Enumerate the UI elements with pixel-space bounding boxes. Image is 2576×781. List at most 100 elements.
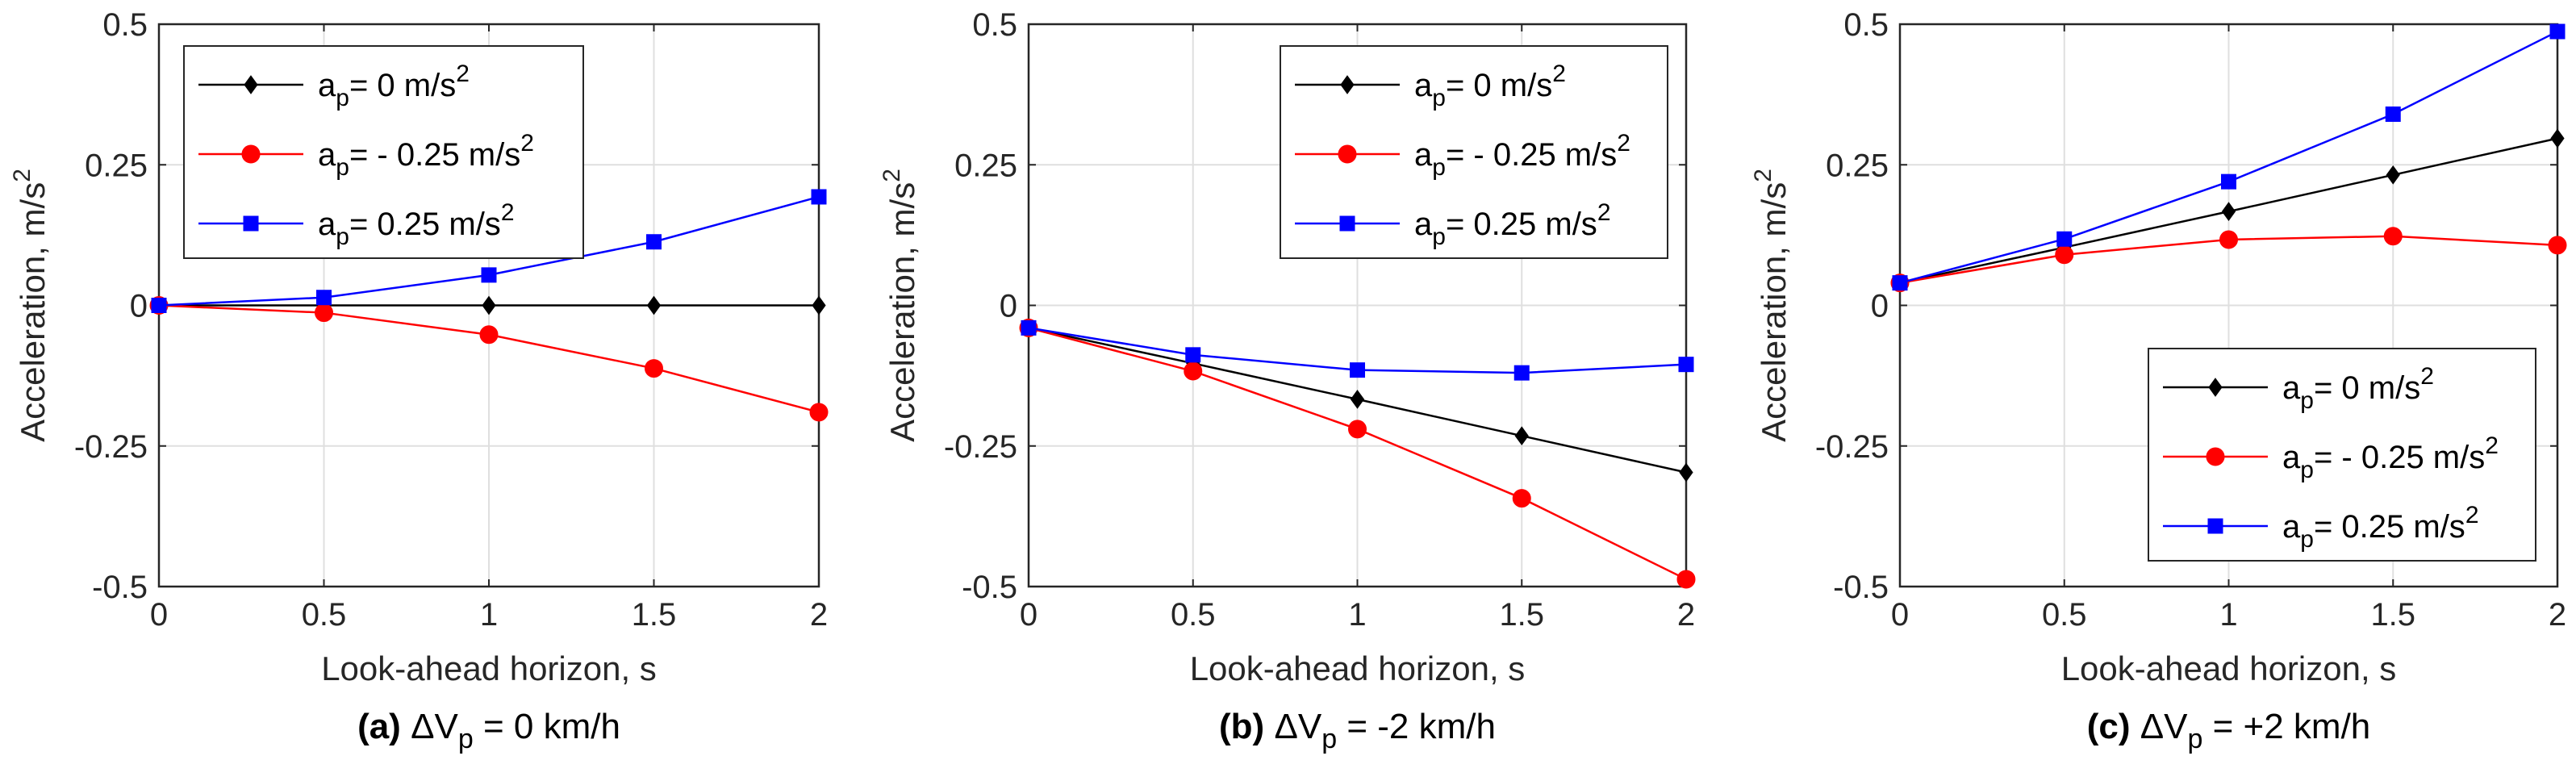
data-point	[316, 290, 332, 306]
legend-entry: ap= - 0.25 m/s2	[318, 130, 534, 181]
series-2	[151, 189, 827, 313]
data-point	[1350, 362, 1365, 378]
data-point	[1513, 365, 1530, 381]
data-point	[1892, 275, 1908, 291]
data-point	[1021, 320, 1037, 336]
y-tick-label: 0.5	[1843, 7, 1889, 43]
legend-entry: ap= - 0.25 m/s2	[1414, 130, 1630, 181]
data-point	[812, 295, 826, 315]
y-tick-label: -0.25	[1815, 429, 1889, 465]
x-tick-label: 1.5	[632, 597, 677, 633]
x-tick-label: 0.5	[1171, 597, 1216, 633]
series-2	[1021, 320, 1694, 381]
data-point	[2386, 165, 2400, 185]
data-point	[1514, 426, 1529, 446]
legend-marker	[2206, 447, 2225, 466]
chart-panel-b: 0 0.5 1 1.5 2 -0.5 -0.25 0 0.25 0.5 Look-ahead hor…	[879, 7, 1696, 754]
data-point	[811, 189, 827, 205]
x-tick-label: 0.5	[302, 597, 347, 633]
data-point	[2385, 106, 2401, 123]
legend-entry: ap= 0 m/s2	[1414, 61, 1566, 111]
y-axis-label: Acceleration, m/s2	[1750, 169, 1793, 442]
legend-entry: ap= 0.25 m/s2	[318, 199, 515, 250]
x-tick-label: 2	[810, 597, 828, 633]
y-tick-label: 0.5	[102, 7, 148, 43]
data-point	[2550, 128, 2565, 148]
legend-marker	[1338, 144, 1357, 164]
panel-caption: (b) ΔVp = -2 km/h	[1219, 707, 1496, 754]
x-tick-label: 1.5	[2370, 597, 2415, 633]
legend-marker	[243, 215, 259, 232]
data-point	[2549, 23, 2566, 40]
y-tick-label: -0.25	[74, 429, 148, 465]
data-point	[482, 295, 496, 315]
x-tick-label: 1	[2219, 597, 2237, 633]
legend-entry: ap= 0 m/s2	[2282, 363, 2434, 414]
chart-panel-c: 0 0.5 1 1.5 2 -0.5 -0.25 0 0.25 0.5 Look-ahead hor…	[1750, 7, 2567, 754]
legend-entry: ap= 0 m/s2	[318, 61, 470, 111]
data-point	[2056, 231, 2073, 247]
series-2	[1892, 23, 2566, 291]
y-tick-label: 0.25	[1826, 148, 1889, 183]
panel-caption: (c) ΔVp = +2 km/h	[2087, 707, 2371, 754]
y-tick-label: 0.25	[85, 148, 148, 183]
data-point	[2221, 202, 2236, 221]
y-tick-label: -0.5	[92, 570, 148, 605]
legend: ap= 0 m/s2 ap= - 0.25 m/s2 ap= 0.25 m/s2	[2148, 348, 2536, 562]
y-tick-label: 0	[1000, 289, 1017, 324]
legend-marker	[1339, 215, 1355, 232]
x-tick-label: 0	[1891, 597, 1909, 633]
y-tick-label: 0.5	[972, 7, 1017, 43]
data-point	[1512, 489, 1531, 508]
data-point	[1184, 361, 1203, 381]
x-axis-label: Look-ahead horizon, s	[321, 649, 657, 687]
x-axis-label: Look-ahead horizon, s	[2061, 649, 2397, 687]
legend-marker	[244, 75, 258, 94]
x-tick-label: 2	[2549, 597, 2566, 633]
y-tick-label: -0.5	[1833, 570, 1889, 605]
chart-panel-a: 0 0.5 1 1.5 2 -0.5 -0.25 0 0.25 0.5 Look-ahead hor…	[9, 7, 829, 754]
data-point	[645, 359, 663, 378]
data-point	[479, 325, 499, 345]
y-tick-label: -0.5	[962, 570, 1017, 605]
data-point	[1350, 390, 1365, 409]
data-point	[151, 298, 167, 313]
data-point	[315, 303, 333, 323]
panel-caption: (a) ΔVp = 0 km/h	[357, 707, 620, 754]
data-point	[1676, 570, 1696, 589]
legend-marker	[241, 144, 261, 164]
data-point	[2548, 236, 2567, 255]
legend: ap= 0 m/s2 ap= - 0.25 m/s2 ap= 0.25 m/s2	[1280, 45, 1668, 259]
legend-entry: ap= - 0.25 m/s2	[2282, 432, 2499, 483]
legend-marker	[2207, 518, 2223, 534]
data-point	[2383, 227, 2403, 246]
x-tick-label: 2	[1677, 597, 1695, 633]
legend: ap= 0 m/s2 ap= - 0.25 m/s2 ap= 0.25 m/s2	[183, 45, 584, 259]
data-point	[481, 267, 497, 283]
x-axis-label: Look-ahead horizon, s	[1190, 649, 1526, 687]
data-point	[1185, 347, 1201, 363]
data-point	[2055, 245, 2074, 265]
x-tick-label: 1.5	[1499, 597, 1544, 633]
legend-marker	[1340, 75, 1355, 94]
legend-entry: ap= 0.25 m/s2	[1414, 199, 1611, 250]
legend-entry: ap= 0.25 m/s2	[2282, 502, 2479, 553]
x-tick-label: 0.5	[2042, 597, 2087, 633]
data-point	[1679, 462, 1693, 482]
data-point	[646, 234, 662, 250]
y-tick-label: 0	[130, 289, 148, 324]
data-point	[1678, 357, 1694, 373]
data-point	[2221, 173, 2236, 190]
legend-marker	[2208, 378, 2223, 397]
x-tick-label: 1	[480, 597, 498, 633]
y-axis-label: Acceleration, m/s2	[879, 169, 921, 442]
x-tick-label: 0	[150, 597, 168, 633]
data-point	[1348, 420, 1367, 439]
y-tick-label: -0.25	[944, 429, 1017, 465]
y-axis-label: Acceleration, m/s2	[9, 169, 52, 442]
y-tick-label: 0.25	[954, 148, 1017, 183]
data-point	[2219, 230, 2238, 249]
data-point	[809, 403, 829, 422]
data-point	[646, 295, 662, 315]
